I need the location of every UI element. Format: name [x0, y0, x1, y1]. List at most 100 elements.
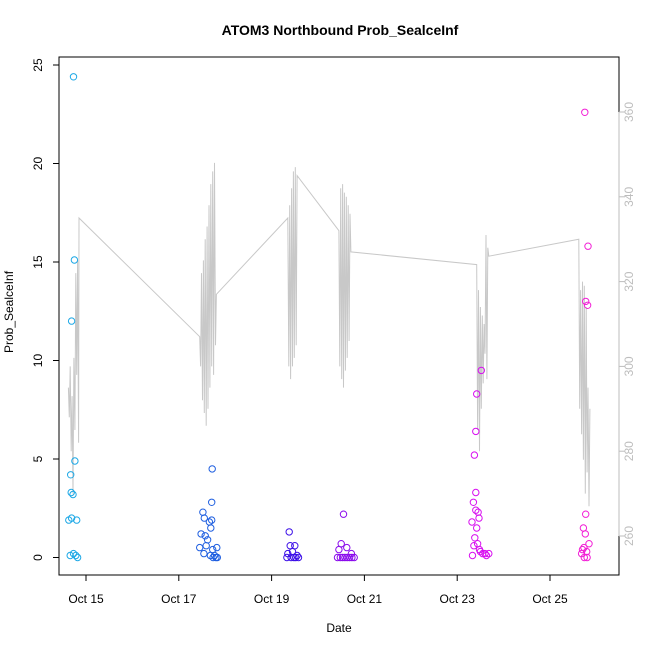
data-point	[470, 451, 479, 459]
data-point	[472, 488, 480, 497]
y-right-tick-label: 340	[622, 186, 636, 206]
y-right-tick-label: 300	[622, 356, 636, 376]
depth-line	[67, 162, 591, 507]
data-point	[212, 553, 220, 562]
data-point	[578, 545, 587, 554]
data-point	[73, 516, 81, 524]
data-point	[471, 534, 479, 542]
y-right-tick-label: 320	[622, 271, 636, 291]
y-axis-left: 0 5 10 15 20 25	[31, 58, 60, 561]
data-point	[473, 524, 481, 532]
data-point	[200, 549, 208, 558]
series-1	[65, 73, 82, 562]
data-point	[470, 542, 478, 550]
right-line-layer	[67, 162, 591, 507]
data-point	[202, 542, 210, 550]
data-point	[583, 301, 592, 309]
y-right-tick-label: 280	[622, 441, 636, 461]
x-tick-label: Oct 21	[347, 592, 383, 606]
data-point	[208, 465, 216, 473]
data-point	[343, 543, 351, 552]
data-point	[69, 73, 78, 81]
data-point	[200, 514, 209, 522]
y-tick-label: 10	[31, 354, 45, 368]
data-point	[196, 543, 204, 552]
data-point	[333, 553, 342, 562]
x-tick-label: Oct 19	[254, 592, 290, 606]
x-axis-label: Date	[326, 621, 352, 635]
y-tick-label: 0	[31, 554, 45, 561]
data-point	[581, 108, 589, 117]
data-point	[472, 427, 480, 436]
data-point	[345, 553, 354, 562]
data-point	[468, 551, 477, 560]
data-point	[338, 553, 347, 562]
data-point	[292, 553, 300, 562]
y-tick-label: 5	[31, 455, 45, 462]
data-point	[473, 390, 481, 398]
data-point	[481, 549, 489, 558]
data-point	[201, 532, 209, 540]
y-axis-right: 260 280 300 320 340 360	[618, 102, 636, 546]
data-point	[209, 553, 217, 562]
data-point	[472, 506, 480, 514]
y-tick-label: 25	[31, 58, 45, 72]
data-point	[199, 508, 207, 516]
data-point	[468, 518, 476, 526]
series-3	[283, 528, 303, 562]
x-tick-label: Oct 15	[68, 592, 104, 606]
x-tick-label: Oct 17	[161, 592, 197, 606]
data-point	[476, 547, 485, 556]
data-point	[197, 530, 205, 538]
data-point	[350, 553, 358, 562]
data-point	[72, 551, 80, 560]
data-point	[208, 498, 216, 506]
data-point	[477, 366, 485, 375]
data-point	[69, 549, 78, 558]
data-point	[582, 297, 590, 306]
data-point	[67, 471, 75, 479]
data-point	[67, 488, 75, 497]
points-layer	[65, 73, 593, 562]
series-6	[577, 108, 593, 562]
x-tick-label: Oct 25	[532, 592, 568, 606]
data-point	[585, 540, 593, 548]
data-point	[67, 317, 76, 325]
data-point	[69, 490, 77, 499]
y-tick-label: 15	[31, 255, 45, 269]
x-tick-label: Oct 23	[440, 592, 476, 606]
data-point	[71, 457, 79, 465]
data-point	[339, 510, 348, 518]
data-point	[213, 543, 221, 552]
series-2	[196, 465, 222, 562]
data-point	[335, 545, 343, 554]
data-point	[582, 510, 590, 518]
data-point	[583, 553, 591, 562]
data-point	[285, 528, 293, 536]
chart-title: ATOM3 Northbound Prob_SealceInf	[222, 22, 459, 38]
data-point	[485, 549, 493, 558]
data-point	[287, 553, 295, 562]
data-point	[341, 553, 349, 562]
data-point	[475, 514, 483, 522]
series-4	[333, 510, 358, 562]
data-point	[343, 553, 351, 562]
data-point	[584, 242, 592, 250]
data-point	[580, 553, 588, 562]
y-tick-label: 20	[31, 157, 45, 171]
data-point	[294, 553, 303, 562]
data-point	[207, 524, 215, 532]
y-axis-label: Prob_SealceInf	[2, 270, 16, 353]
y-right-tick-label: 360	[622, 102, 636, 122]
data-point	[336, 553, 344, 562]
data-point	[482, 551, 491, 560]
data-point	[283, 553, 291, 562]
data-point	[581, 530, 589, 538]
data-point	[469, 498, 478, 506]
x-axis: Oct 15 Oct 17 Oct 19 Oct 21 Oct 23 Oct 25	[68, 574, 568, 606]
series-5	[468, 366, 493, 560]
data-point	[73, 553, 82, 562]
data-point	[70, 256, 79, 264]
y-right-tick-label: 260	[622, 526, 636, 546]
